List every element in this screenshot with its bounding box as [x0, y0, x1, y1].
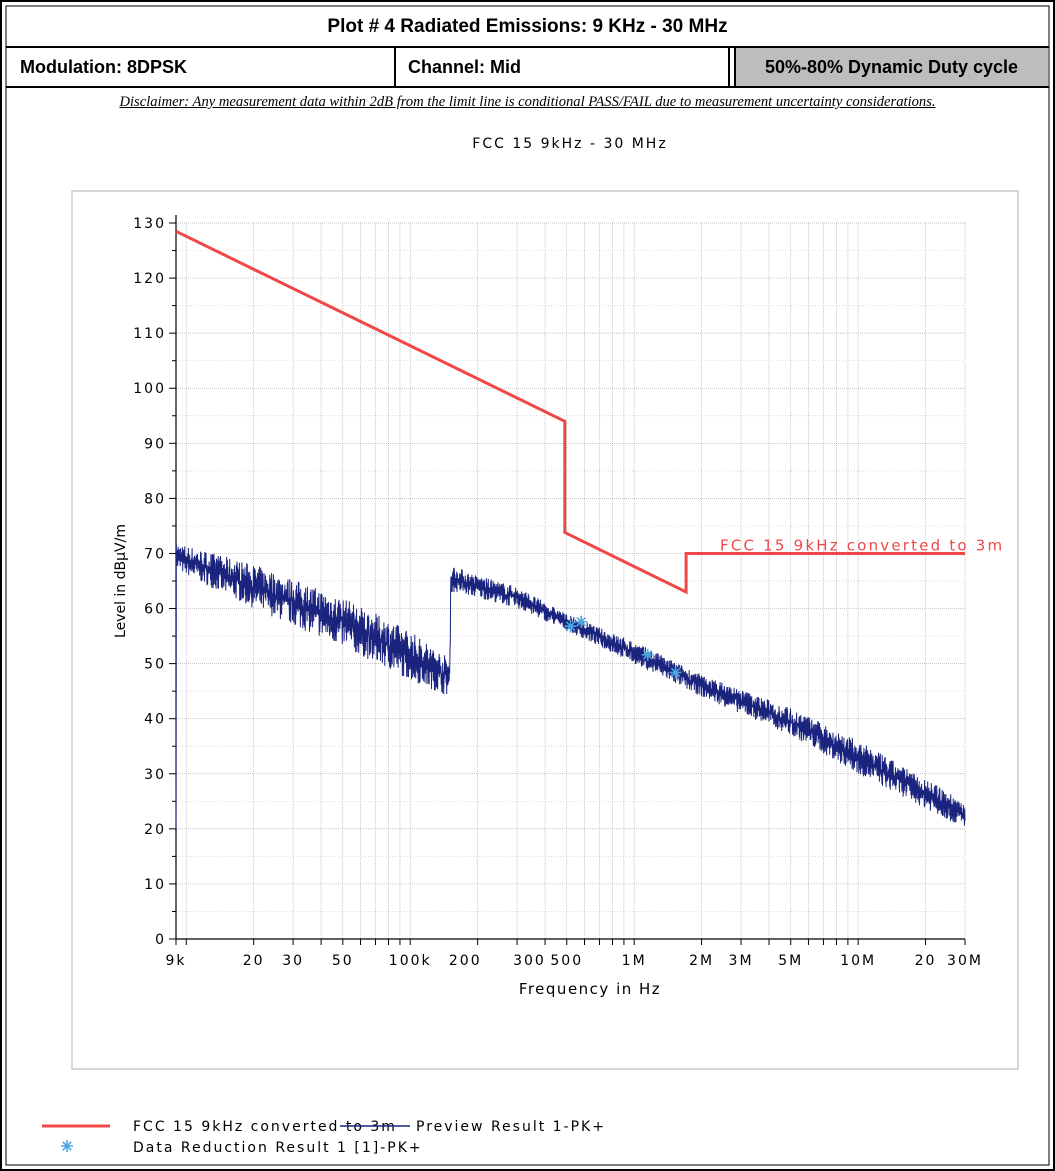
- y-tick-label: 50: [144, 657, 166, 673]
- x-tick-label: 300: [513, 953, 546, 969]
- x-tick-label: 20: [915, 953, 937, 969]
- channel-label: Channel: Mid: [408, 56, 521, 77]
- legend-marker-label: Data Reduction Result 1 [1]-PK+: [133, 1140, 423, 1156]
- disclaimer: Disclaimer: Any measurement data within …: [119, 94, 936, 110]
- x-tick-label: 2M: [689, 953, 714, 969]
- legend-marker-swatch: [61, 1140, 73, 1152]
- preview-result-trace: [175, 543, 966, 829]
- y-tick-label: 40: [144, 712, 166, 728]
- y-tick-label: 120: [133, 271, 166, 287]
- y-tick-label: 80: [144, 491, 166, 507]
- x-tick-label: 200: [449, 953, 482, 969]
- y-tick-label: 70: [144, 546, 166, 562]
- x-tick-label: 3M: [729, 953, 754, 969]
- x-tick-label: 50: [332, 953, 354, 969]
- data-reduction-marker: [564, 620, 577, 633]
- x-tick-label: 100k: [389, 953, 432, 969]
- limit-line: [175, 229, 965, 595]
- modulation-label: Modulation: 8DPSK: [20, 56, 187, 77]
- x-tick-label: 30: [282, 953, 304, 969]
- data-reduction-marker: [641, 648, 654, 661]
- y-tick-label: 130: [133, 216, 166, 232]
- x-tick-label: 5M: [778, 953, 803, 969]
- duty-cell-bg: [735, 48, 1048, 86]
- x-tick-label: 30M: [947, 953, 983, 969]
- x-tick-label: 20: [243, 953, 265, 969]
- chart-title: FCC 15 9kHz - 30 MHz: [472, 136, 667, 152]
- data-reduction-marker: [575, 615, 588, 628]
- data-reduction-marker: [669, 666, 682, 679]
- y-axis-label: Level in dBµV/m: [113, 524, 129, 638]
- y-tick-label: 110: [133, 326, 166, 342]
- y-tick-label: 20: [144, 822, 166, 838]
- y-tick-label: 100: [133, 381, 166, 397]
- chart: 0 10 20 30 40 50 60 70 80 90 100 110 120 130 9k 20 30 50 1…: [42, 136, 1004, 1156]
- y-tick-label: 60: [144, 602, 166, 618]
- y-tick-label: 90: [144, 436, 166, 452]
- chart-frame: [71, 190, 1019, 1070]
- x-tick-label: 1M: [622, 953, 647, 969]
- x-tick-label: 500: [550, 953, 583, 969]
- legend-limit-label: FCC 15 9kHz converted to 3m: [133, 1119, 397, 1135]
- y-tick-label: 30: [144, 767, 166, 783]
- y-tick-label: 10: [144, 877, 166, 893]
- x-axis-label: Frequency in Hz: [519, 980, 661, 998]
- inner-border: [5, 5, 1050, 1166]
- duty-cycle-label: 50%-80% Dynamic Duty cycle: [764, 56, 1019, 77]
- legend-preview-label: Preview Result 1-PK+: [416, 1119, 606, 1135]
- x-tick-label: 9k: [165, 953, 186, 969]
- plot-title: Plot # 4 Radiated Emissions: 9 KHz - 30 …: [327, 16, 728, 37]
- x-tick-label: 10M: [840, 953, 876, 969]
- y-tick-label: 0: [155, 932, 166, 948]
- limit-line-label: FCC 15 9kHz converted to 3m: [720, 536, 1004, 554]
